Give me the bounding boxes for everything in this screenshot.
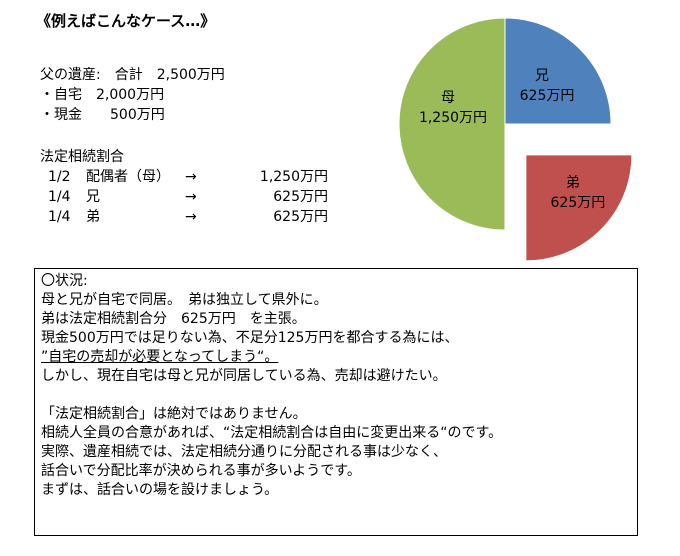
pie-slice-value-label: 1,250万円 bbox=[419, 110, 487, 126]
estate-house: ・自宅 2,000万円 bbox=[40, 87, 165, 103]
share-fraction: 1/2 bbox=[48, 169, 71, 185]
note-line: 話合いで分配比率が決められる事が多いようです。 bbox=[41, 463, 361, 479]
share-amount: 625万円 bbox=[273, 209, 328, 225]
share-heir: 兄 bbox=[86, 189, 100, 205]
estate-total: 父の遺産: 合計 2,500万円 bbox=[40, 67, 225, 83]
pie-slice-2 bbox=[525, 154, 633, 262]
situation-line: 弟は法定相続割合分 625万円 を主張。 bbox=[41, 311, 306, 327]
situation-line-underlined: ”自宅の売却が必要となってしまう“。 bbox=[41, 349, 279, 365]
pie-slice-name-label: 弟 bbox=[566, 175, 580, 191]
note-line: 「法定相続割合」は絶対ではありません。 bbox=[41, 406, 307, 422]
share-amount: 1,250万円 bbox=[259, 169, 328, 185]
situation-line: 現金500万円では足りない為、不足分125万円を都合する為には、 bbox=[41, 330, 459, 346]
pie-slice-1 bbox=[504, 18, 612, 125]
share-amount: 625万円 bbox=[273, 189, 328, 205]
share-fraction: 1/4 bbox=[48, 209, 71, 225]
situation-box: 〇状況: 母と兄が自宅で同居。 弟は独立して県外に。 弟は法定相続割合分 625… bbox=[34, 268, 638, 536]
note-line: 相続人全員の合意があれば、“法定相続割合は自由に変更出来る“のです。 bbox=[41, 425, 503, 441]
arrow-icon: → bbox=[185, 169, 197, 185]
pie-slice-0 bbox=[398, 18, 506, 231]
share-heir: 配偶者（母） bbox=[86, 169, 170, 185]
pie-slice-name-label: 母 bbox=[441, 90, 455, 106]
arrow-icon: → bbox=[185, 209, 197, 225]
pie-slice-name-label: 兄 bbox=[535, 68, 549, 84]
share-fraction: 1/4 bbox=[48, 189, 71, 205]
arrow-icon: → bbox=[185, 189, 197, 205]
note-line: まずは、話合いの場を設けましょう。 bbox=[41, 482, 279, 498]
estate-cash: ・現金 500万円 bbox=[40, 107, 165, 123]
situation-line: しかし、現在自宅は母と兄が同居している為、売却は避けたい。 bbox=[41, 368, 447, 384]
pie-slice-value-label: 625万円 bbox=[520, 88, 575, 104]
situation-line: 母と兄が自宅で同居。 弟は独立して県外に。 bbox=[41, 292, 328, 308]
page-title: 《例えばこんなケース…》 bbox=[36, 12, 216, 30]
pie-slice-value-label: 625万円 bbox=[551, 195, 606, 211]
share-heir: 弟 bbox=[86, 209, 100, 225]
note-line: 実際、遺産相続では、法定相続分通りに分配される事は少なく、 bbox=[41, 444, 447, 460]
legal-shares-heading: 法定相続割合 bbox=[40, 149, 124, 165]
situation-heading: 〇状況: bbox=[41, 273, 88, 289]
